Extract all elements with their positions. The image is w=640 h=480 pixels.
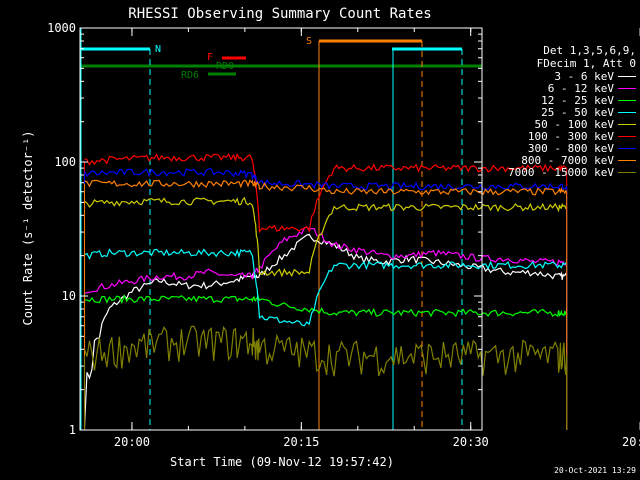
legend-swatch bbox=[618, 171, 636, 173]
flag-label-s: S bbox=[306, 36, 312, 47]
y-tick-label: 1000 bbox=[47, 21, 76, 35]
legend-entry-label: 3 - 6 keV bbox=[554, 69, 614, 83]
legend-swatch bbox=[618, 75, 636, 77]
series-line bbox=[84, 196, 568, 278]
x-tick-label: 20:00 bbox=[114, 435, 150, 449]
series-line bbox=[83, 233, 568, 428]
legend-header-line-1: Det 1,3,5,6,9, bbox=[543, 44, 636, 57]
legend: Det 1,3,5,6,9, FDecim 1, Att 0 3 - 6 keV… bbox=[486, 44, 636, 179]
legend-entry-label: 12 - 25 keV bbox=[541, 93, 614, 107]
legend-header-line-2: FDecim 1, Att 0 bbox=[536, 57, 636, 70]
chart-title: RHESSI Observing Summary Count Rates bbox=[128, 6, 431, 22]
legend-entry-label: 100 - 300 keV bbox=[527, 129, 614, 143]
series-line bbox=[83, 168, 568, 191]
y-tick-label: 100 bbox=[54, 155, 76, 169]
plot-frame bbox=[79, 27, 483, 431]
series-line bbox=[84, 293, 568, 318]
legend-entry: 800 - 7000 keV bbox=[486, 153, 636, 167]
legend-entry-label: 25 - 50 keV bbox=[541, 105, 614, 119]
legend-entry: 6 - 12 keV bbox=[486, 81, 636, 95]
legend-entry-label: 6 - 12 keV bbox=[547, 81, 614, 95]
x-tick-label: 20:30 bbox=[453, 435, 489, 449]
legend-entry: 25 - 50 keV bbox=[486, 105, 636, 119]
series-line bbox=[84, 248, 568, 327]
flag-label-n: N bbox=[155, 44, 161, 55]
timestamp: 20-Oct-2021 13:29 bbox=[554, 466, 636, 475]
legend-swatch bbox=[618, 159, 636, 161]
x-tick-label: 20:15 bbox=[283, 435, 319, 449]
x-axis-label: Start Time (09-Nov-12 19:57:42) bbox=[170, 455, 394, 469]
y-axis: 1 10 100 1000 bbox=[47, 21, 482, 437]
legend-entry-label: 300 - 800 keV bbox=[527, 141, 614, 155]
legend-entry: 300 - 800 keV bbox=[486, 141, 636, 155]
series-layer bbox=[83, 152, 568, 430]
legend-entry: 50 - 100 keV bbox=[486, 117, 636, 131]
y-tick-label: 1 bbox=[69, 423, 76, 437]
series-line bbox=[84, 179, 568, 196]
legend-swatch bbox=[618, 147, 636, 149]
legend-swatch bbox=[618, 135, 636, 137]
flag-label-rd0: RD0 bbox=[216, 61, 234, 72]
x-tick-label: 20:45 bbox=[622, 435, 640, 449]
flag-label-rd6: RD6 bbox=[181, 70, 199, 81]
legend-entry-label: 800 - 7000 keV bbox=[521, 153, 614, 167]
legend-swatch bbox=[618, 123, 636, 125]
legend-entry-label: 50 - 100 keV bbox=[534, 117, 614, 131]
legend-entry-label: 7000 - 15000 keV bbox=[508, 165, 614, 179]
flag-label-f: F bbox=[207, 52, 213, 63]
y-tick-label: 10 bbox=[62, 289, 76, 303]
legend-swatch bbox=[618, 87, 636, 89]
legend-swatch bbox=[618, 99, 636, 101]
y-axis-label: Count Rate (s⁻¹ detector⁻¹) bbox=[21, 130, 35, 325]
legend-swatch bbox=[618, 111, 636, 113]
legend-entry: 12 - 25 keV bbox=[486, 93, 636, 107]
legend-entry: 3 - 6 keV bbox=[486, 69, 636, 83]
legend-entries: 3 - 6 keV 6 - 12 keV 12 - 25 keV 25 - 50 ke… bbox=[486, 69, 636, 179]
series-line bbox=[83, 325, 568, 377]
series-line bbox=[84, 152, 568, 234]
legend-entry: 100 - 300 keV bbox=[486, 129, 636, 143]
legend-entry: 7000 - 15000 keV bbox=[486, 165, 636, 179]
